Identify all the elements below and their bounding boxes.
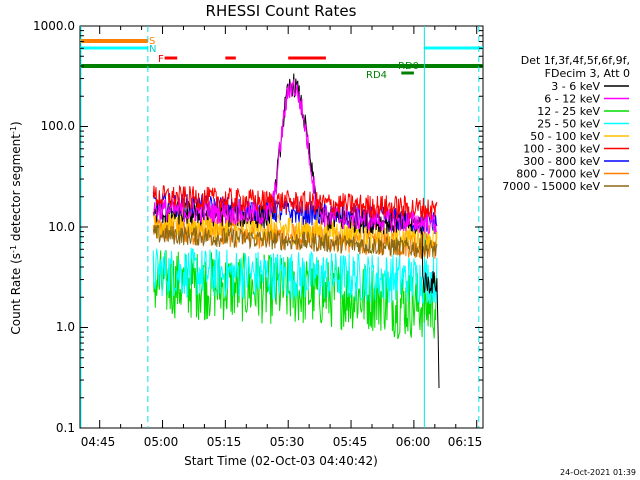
legend-entry-label: 12 - 25 keV <box>537 105 600 118</box>
y-tick-label: 0.1 <box>56 421 75 435</box>
legend-entry-label: 100 - 300 keV <box>523 143 600 156</box>
chart-title: RHESSI Count Rates <box>206 2 357 20</box>
y-axis-label-sup: -1 <box>9 245 18 253</box>
axis-ticks <box>80 26 483 429</box>
legend-entry-label: 800 - 7000 keV <box>516 168 600 181</box>
x-tick-label: 05:00 <box>144 435 179 449</box>
flag-label-s: S <box>149 36 155 47</box>
flag-label-n: N <box>149 44 156 55</box>
y-tick-label: 1.0 <box>56 320 75 334</box>
y-axis-label-part: Count Rate (s <box>9 253 23 335</box>
legend-entry-label: 3 - 6 keV <box>551 80 600 93</box>
x-tick-label: 05:45 <box>333 435 368 449</box>
attenuator-flag-bars <box>80 39 483 75</box>
legend-header-line: FDecim 3, Att 0 <box>545 67 630 80</box>
legend-entry-label: 25 - 50 keV <box>537 118 600 131</box>
y-tick-label: 10.0 <box>48 220 75 234</box>
legend-header-line: Det 1f,3f,4f,5f,6f,9f, <box>521 54 630 67</box>
legend-entry-label: 6 - 12 keV <box>544 93 600 106</box>
flag-label-rd0: RD0 <box>398 61 419 72</box>
y-tick-label: 1000.0 <box>33 19 75 33</box>
flag-label-rd4: RD4 <box>366 70 387 81</box>
x-tick-label: 05:15 <box>207 435 242 449</box>
x-tick-label: 04:45 <box>81 435 116 449</box>
series-line-25-50-kev <box>152 247 438 305</box>
x-tick-label: 06:00 <box>396 435 431 449</box>
x-tick-label: 05:30 <box>270 435 305 449</box>
series-lines <box>152 73 440 389</box>
series-line-7000-15000-kev <box>152 224 438 260</box>
legend-entry-label: 300 - 800 keV <box>523 155 600 168</box>
timestamp: 24-Oct-2021 01:39 <box>560 468 636 477</box>
series-line-100-300-kev <box>152 184 438 221</box>
legend: Det 1f,3f,4f,5f,6f,9f, FDecim 3, Att 0 3… <box>502 54 630 193</box>
y-axis-label-part: ) <box>9 121 23 126</box>
legend-entry-label: 50 - 100 keV <box>530 130 600 143</box>
x-tick-label: 06:15 <box>448 435 483 449</box>
y-axis-label: Count Rate (s-1 detector segment-1) <box>9 121 24 334</box>
series-line-6-12-kev <box>152 79 438 235</box>
y-tick-label: 100.0 <box>41 119 75 133</box>
x-axis-label: Start Time (02-Oct-03 04:40:42) <box>184 454 378 468</box>
legend-entry-label: 7000 - 15000 keV <box>502 180 600 193</box>
y-axis-label-part: detector segment <box>9 134 23 245</box>
y-axis-label-sup: -1 <box>9 126 18 134</box>
flag-label-f: F <box>158 54 164 65</box>
